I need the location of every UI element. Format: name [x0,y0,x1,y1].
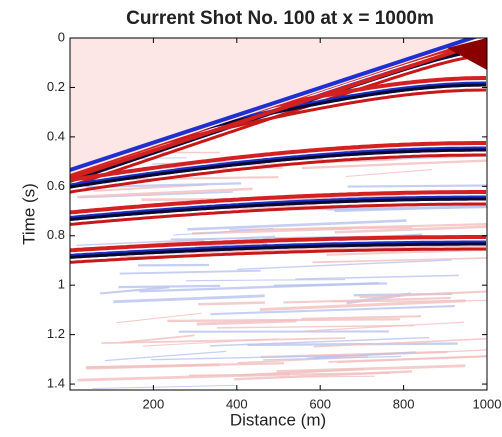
x-tick-label: 800 [393,396,415,411]
y-tick-label: 0.8 [47,227,65,242]
y-tick-label: 0 [58,29,65,44]
y-tick-label: 0.4 [47,128,65,143]
x-tick-label: 1000 [473,396,502,411]
y-tick-label: 1.2 [47,326,65,341]
x-tick-label: 400 [226,396,248,411]
y-tick-label: 1.4 [47,376,65,391]
x-axis-label: Distance (m) [230,410,326,429]
y-axis-label: Time (s) [19,183,38,245]
noise [348,185,502,186]
y-tick-label: 0.6 [47,178,65,193]
noise [118,286,220,287]
x-tick-label: 200 [143,396,165,411]
x-tick-label: 600 [309,396,331,411]
y-tick-label: 0.2 [47,79,65,94]
seismic-image [70,33,502,390]
chart-title: Current Shot No. 100 at x = 1000m [126,8,434,29]
y-tick-label: 1 [58,277,65,292]
noise [167,319,400,321]
noise [198,303,265,305]
